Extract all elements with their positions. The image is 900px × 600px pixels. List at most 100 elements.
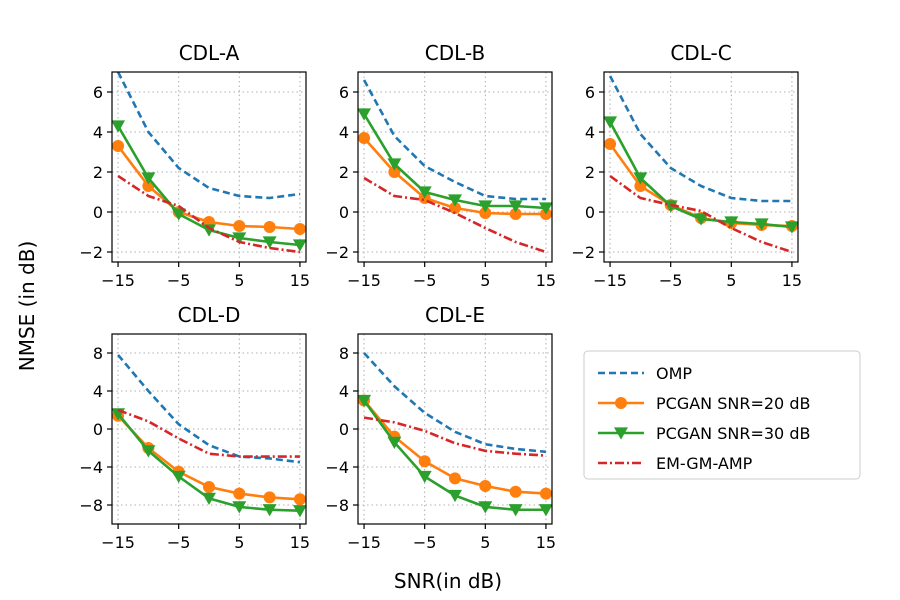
cdl-d-point-pcgan-snr-30-db	[202, 492, 216, 505]
cdl-b-frame	[357, 71, 553, 263]
legend-frame	[583, 350, 861, 480]
cdl-e-point-pcgan-snr-30-db	[448, 489, 462, 503]
cdl-e-point-pcgan-snr-30-db	[417, 470, 432, 484]
cdl-c-point-pcgan-snr-30-db	[694, 213, 708, 226]
x-tick-label: −15	[101, 271, 135, 290]
cdl-e-point-pcgan-snr-30-db	[538, 504, 552, 517]
cdl-c-point-pcgan-snr-30-db	[604, 116, 618, 129]
cdl-e-point-pcgan-snr-20-db	[539, 487, 552, 500]
subplot-title: CDL-D	[178, 303, 241, 327]
cdl-a-point-pcgan-snr-30-db	[292, 239, 306, 252]
subplot-cdl-b: −15 −5 5 15 −2 0 2 4 6 CDL-B	[325, 41, 556, 290]
x-tick-label: 15	[290, 533, 310, 552]
cdl-a-point-pcgan-snr-30-db	[171, 208, 186, 221]
cdl-d-point-pcgan-snr-30-db	[232, 501, 247, 514]
cdl-e-series-em-gm-amp	[363, 416, 547, 457]
legend-label: OMP	[656, 364, 692, 383]
cdl-a-point-pcgan-snr-20-db	[293, 223, 306, 235]
cdl-b-point-pcgan-snr-30-db	[478, 200, 493, 213]
cdl-d-grid	[112, 334, 306, 524]
legend-entry-pcgan-snr-30-db: PCGAN SNR=30 dB	[598, 424, 810, 443]
cdl-a-point-pcgan-snr-30-db	[202, 224, 216, 237]
x-tick-label: 5	[234, 271, 244, 290]
legend-label: PCGAN SNR=20 dB	[656, 394, 810, 413]
cdl-e-point-pcgan-snr-30-db	[358, 394, 372, 408]
y-tick-label: 0	[339, 420, 349, 439]
legend-label: EM-GM-AMP	[656, 454, 753, 473]
cdl-a-frame	[111, 71, 307, 263]
cdl-b-point-pcgan-snr-30-db	[538, 202, 552, 215]
cdl-e-grid	[358, 334, 552, 524]
y-tick-label: 4	[93, 123, 103, 142]
cdl-c-point-pcgan-snr-30-db	[784, 221, 798, 234]
cdl-a-point-pcgan-snr-30-db	[141, 172, 156, 185]
y-axis-label: NMSE (in dB)	[15, 241, 39, 372]
y-tick-label: 0	[93, 203, 103, 222]
x-tick-label: −5	[167, 533, 191, 552]
y-tick-label: −2	[325, 243, 349, 262]
y-tick-label: −2	[571, 243, 595, 262]
cdl-c-frame	[603, 71, 799, 263]
cdl-c-point-pcgan-snr-20-db	[604, 138, 617, 150]
cdl-b-series-em-gm-amp	[363, 176, 547, 254]
cdl-a-series-em-gm-amp	[117, 174, 301, 254]
cdl-d-point-pcgan-snr-20-db	[203, 480, 215, 493]
y-tick-label: 6	[585, 83, 595, 102]
x-tick-label: −5	[413, 271, 437, 290]
cdl-d-series-em-gm-amp	[117, 408, 300, 458]
x-tick-label: 15	[536, 271, 556, 290]
y-tick-label: 0	[339, 203, 349, 222]
x-tick-label: 5	[726, 271, 736, 290]
x-tick-label: −5	[413, 533, 437, 552]
x-tick-label: 15	[290, 271, 310, 290]
cdl-b-point-pcgan-snr-30-db	[448, 194, 462, 207]
legend-entry-pcgan-snr-20-db: PCGAN SNR=20 dB	[598, 394, 810, 413]
cdl-e-point-pcgan-snr-20-db	[479, 480, 492, 492]
y-tick-label: 2	[339, 163, 349, 182]
y-tick-label: 2	[585, 163, 595, 182]
cdl-c-series-em-gm-amp	[609, 174, 793, 254]
y-tick-label: 8	[339, 344, 349, 363]
y-tick-label: 4	[339, 382, 349, 401]
cdl-c-point-pcgan-snr-30-db	[754, 218, 769, 231]
y-tick-label: 4	[585, 123, 595, 142]
y-tick-label: 4	[339, 123, 349, 142]
cdl-d-point-pcgan-snr-30-db	[141, 445, 156, 458]
y-tick-label: 0	[93, 420, 103, 439]
x-tick-label: 5	[480, 533, 490, 552]
cdl-b-point-pcgan-snr-30-db	[387, 158, 402, 171]
subplot-cdl-c: −15 −5 5 15 −2 0 2 4 6 CDL-C	[571, 41, 802, 290]
x-tick-label: −5	[167, 271, 191, 290]
cdl-b-point-pcgan-snr-20-db	[509, 208, 522, 220]
cdl-b-series-omp	[362, 79, 546, 201]
cdl-a-series-omp	[116, 72, 301, 200]
cdl-e-point-pcgan-snr-20-db	[449, 472, 461, 485]
cdl-b-point-pcgan-snr-30-db	[358, 108, 372, 121]
cdl-b-grid	[358, 72, 552, 262]
cdl-b-point-pcgan-snr-20-db	[479, 207, 492, 219]
x-tick-label: 5	[480, 271, 490, 290]
cdl-b-point-pcgan-snr-30-db	[508, 200, 523, 213]
cdl-e-point-pcgan-snr-30-db	[478, 501, 493, 514]
x-tick-label: −15	[593, 271, 627, 290]
cdl-d-point-pcgan-snr-30-db	[262, 504, 277, 517]
y-tick-label: −4	[79, 458, 103, 477]
x-tick-label: −15	[101, 533, 135, 552]
cdl-a-point-pcgan-snr-30-db	[112, 120, 126, 133]
subplot-cdl-a: −15 −5 5 15 −2 0 2 4 6 CDL-A	[79, 41, 310, 290]
cdl-b-point-pcgan-snr-20-db	[388, 166, 401, 178]
x-tick-label: 15	[536, 533, 556, 552]
subplot-title: CDL-B	[425, 41, 485, 65]
cdl-a-point-pcgan-snr-30-db	[262, 236, 277, 249]
x-tick-label: −15	[347, 271, 381, 290]
y-tick-label: 6	[339, 83, 349, 102]
subplot-title: CDL-E	[425, 303, 485, 327]
cdl-d-point-pcgan-snr-20-db	[233, 487, 246, 500]
cdl-a-point-pcgan-snr-20-db	[263, 221, 276, 233]
cdl-c-point-pcgan-snr-30-db	[633, 172, 648, 185]
subplot-cdl-e: −15 −5 5 15 −8 −4 0 4 8 CDL-E	[325, 303, 556, 552]
cdl-a-point-pcgan-snr-20-db	[233, 220, 246, 232]
cdl-d-point-pcgan-snr-30-db	[292, 505, 306, 518]
legend: OMP PCGAN SNR=20 dB PCGAN SNR=30 dB EM-GM-A…	[583, 350, 861, 480]
x-tick-label: 15	[782, 271, 802, 290]
